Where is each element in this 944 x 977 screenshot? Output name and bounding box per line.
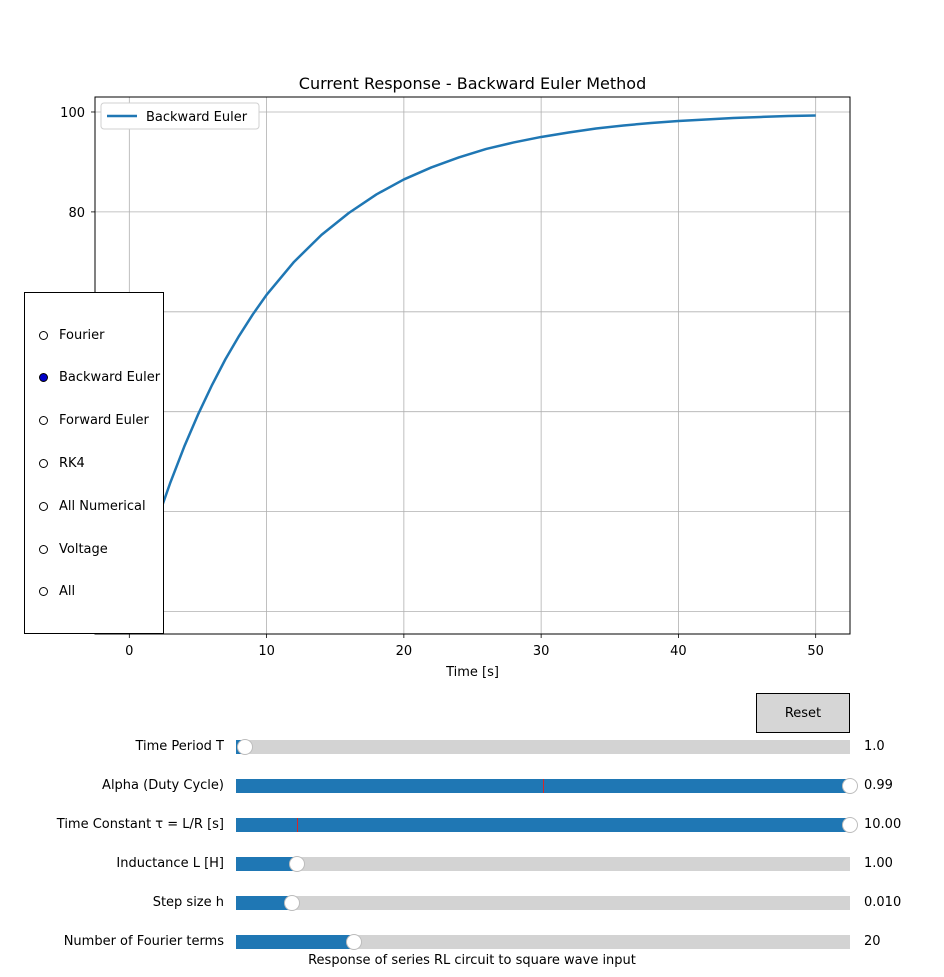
slider-track[interactable] <box>236 856 850 872</box>
radio-label: Forward Euler <box>59 413 149 429</box>
slider-track[interactable] <box>236 817 858 833</box>
radio-label: All Numerical <box>59 498 146 514</box>
radio-circle-icon[interactable] <box>39 544 48 554</box>
slider-label: Alpha (Duty Cycle) <box>102 778 224 793</box>
slider-row: Step size h 0.010 <box>0 893 944 913</box>
axis-ticks: 0 10 20 30 40 50 80 100 <box>60 106 824 659</box>
radio-label: Fourier <box>59 327 105 343</box>
slider-handle[interactable] <box>345 934 362 950</box>
reset-button[interactable]: Reset <box>756 693 850 733</box>
slider-track[interactable] <box>236 778 858 794</box>
x-axis-label: Time [s] <box>445 665 499 680</box>
slider-handle[interactable] <box>842 817 858 833</box>
slider-fill <box>236 935 354 949</box>
x-tick-label: 40 <box>670 644 687 659</box>
radio-option-backward-euler[interactable]: Backward Euler <box>39 368 160 388</box>
slider-value: 1.0 <box>864 739 885 754</box>
slider-value: 1.00 <box>864 856 893 871</box>
radio-label: RK4 <box>59 455 85 471</box>
slider-handle[interactable] <box>842 778 858 794</box>
radio-label: Backward Euler <box>59 370 161 386</box>
radio-option-rk4[interactable]: RK4 <box>39 453 85 473</box>
radio-option-all[interactable]: All <box>39 582 75 602</box>
radio-option-voltage[interactable]: Voltage <box>39 539 108 559</box>
radio-circle-icon[interactable] <box>39 373 48 383</box>
slider-value: 10.00 <box>864 817 902 832</box>
slider-label: Step size h <box>152 895 224 910</box>
series-line-backward-euler <box>128 114 816 612</box>
grid-lines <box>95 97 850 634</box>
slider-handle[interactable] <box>237 739 254 755</box>
slider-fill <box>236 818 850 832</box>
radio-circle-icon[interactable] <box>39 587 48 597</box>
slider-label: Time Period T <box>135 739 224 754</box>
slider-row: Inductance L [H] 1.00 <box>0 854 944 874</box>
slider-fill <box>236 857 298 871</box>
radio-option-forward-euler[interactable]: Forward Euler <box>39 411 149 431</box>
slider-row: Alpha (Duty Cycle) 0.99 <box>0 776 944 796</box>
figure-caption: Response of series RL circuit to square … <box>308 953 636 968</box>
y-tick-label: 80 <box>68 206 85 221</box>
plot-mode-radio-group: Fourier Backward Euler Forward Euler RK4 All… <box>24 292 164 634</box>
slider-label: Number of Fourier terms <box>63 934 224 949</box>
slider-initial-value-marker <box>297 818 299 832</box>
slider-row: Time Period T 1.0 <box>0 737 944 757</box>
radio-circle-icon[interactable] <box>39 458 48 468</box>
legend-box <box>100 102 260 130</box>
slider-track[interactable] <box>236 895 850 911</box>
x-tick-label: 30 <box>533 644 550 659</box>
radio-circle-icon[interactable] <box>39 330 48 340</box>
radio-option-fourier[interactable]: Fourier <box>39 325 105 345</box>
slider-fill <box>236 896 293 910</box>
slider-handle[interactable] <box>289 856 306 872</box>
x-tick-label: 20 <box>396 644 413 659</box>
slider-track[interactable] <box>236 934 850 950</box>
x-tick-label: 50 <box>807 644 824 659</box>
slider-row: Time Constant τ = L/R [s] 10.00 <box>0 815 944 835</box>
slider-value: 0.99 <box>864 778 893 793</box>
radio-label: Voltage <box>59 541 108 557</box>
slider-label: Inductance L [H] <box>116 856 224 871</box>
slider-handle[interactable] <box>284 895 301 911</box>
chart-title: Current Response - Backward Euler Method <box>299 74 646 93</box>
radio-circle-icon[interactable] <box>39 501 48 511</box>
legend-entry: Backward Euler <box>146 110 248 125</box>
radio-label: All <box>59 584 76 600</box>
series-layer <box>128 114 816 612</box>
slider-label: Time Constant τ = L/R [s] <box>56 817 224 832</box>
legend: Backward Euler <box>100 102 260 130</box>
slider-value: 0.010 <box>864 895 902 910</box>
slider-value: 20 <box>864 934 881 949</box>
plot-area <box>95 97 850 634</box>
x-tick-label: 0 <box>125 644 133 659</box>
x-tick-label: 10 <box>258 644 275 659</box>
slider-row: Number of Fourier terms 20 <box>0 932 944 952</box>
radio-option-all-numerical[interactable]: All Numerical <box>39 496 146 516</box>
radio-circle-icon[interactable] <box>39 416 48 426</box>
slider-initial-value-marker <box>543 779 544 793</box>
y-tick-label: 100 <box>60 106 85 121</box>
slider-track[interactable] <box>236 739 850 755</box>
